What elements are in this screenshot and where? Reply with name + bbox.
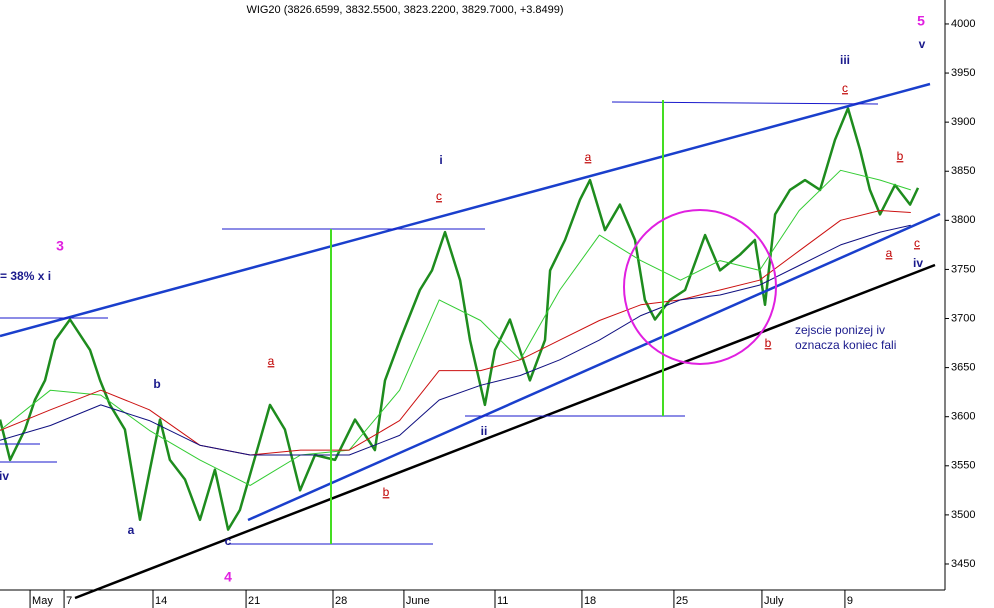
wave-label: i — [439, 153, 442, 167]
moving-average — [0, 210, 911, 456]
wave-label: 4 — [224, 569, 232, 585]
y-tick-label: 3550 — [951, 460, 975, 472]
level-line — [611, 101, 879, 105]
note: zejscie ponizej iv — [795, 323, 885, 337]
lower-channel — [247, 212, 941, 522]
annotation-lines — [0, 82, 941, 600]
wave-label: a — [886, 246, 893, 260]
support-line — [74, 263, 936, 600]
y-tick-label: 3600 — [951, 411, 975, 423]
highlight-circle — [623, 209, 777, 365]
upper-channel — [0, 82, 931, 338]
x-tick-label: July — [764, 595, 784, 607]
note: oznacza koniec fali — [795, 338, 896, 352]
x-tick-label: 11 — [497, 595, 508, 607]
wave-label: a — [128, 523, 135, 537]
wave-label: b — [765, 336, 772, 350]
wave-label: c — [436, 189, 442, 203]
wave-label: ii — [481, 424, 488, 438]
wave-label: b — [897, 149, 904, 163]
wave-label: iv — [913, 256, 923, 270]
wave-label: v — [919, 37, 926, 51]
wave-label: a — [268, 354, 275, 368]
x-tick-label: June — [406, 595, 430, 607]
y-tick-label: 3500 — [951, 509, 975, 521]
price-line — [0, 107, 920, 531]
x-tick-label: 18 — [584, 595, 596, 607]
x-tick-label: May — [32, 595, 53, 607]
y-tick-label: 3450 — [951, 558, 975, 570]
x-tick-label: 14 — [155, 595, 167, 607]
wave-label: iv — [0, 469, 9, 483]
moving-average — [0, 169, 911, 486]
wave-label: 5 — [917, 13, 925, 29]
wave-label: iii — [840, 53, 850, 67]
y-tick-label: 3750 — [951, 263, 975, 275]
wave-label: c — [914, 236, 920, 250]
y-tick-label: 3800 — [951, 214, 975, 226]
wave-label: 3 — [56, 238, 64, 254]
wave-label: b — [383, 485, 390, 499]
wave-label: = 38% x i — [0, 269, 51, 283]
y-tick-label: 3900 — [951, 116, 975, 128]
y-tick-label: 3950 — [951, 67, 975, 79]
chart-title: WIG20 (3826.6599, 3832.5500, 3823.2200, … — [246, 4, 563, 16]
wave-label: a — [585, 150, 592, 164]
y-tick-label: 3850 — [951, 165, 975, 177]
moving-average — [0, 224, 911, 456]
wave-label: c — [842, 81, 848, 95]
x-tick-label: 9 — [847, 595, 853, 607]
x-tick-label: 25 — [676, 595, 688, 607]
x-tick-label: 7 — [66, 595, 72, 607]
wave-label: b — [153, 377, 160, 391]
y-tick-label: 4000 — [951, 18, 975, 30]
wave-labels: 3 = 38% x i iv a b c 4 a b i c ii a iii … — [0, 13, 926, 585]
y-tick-label: 3700 — [951, 312, 975, 324]
y-tick-label: 3650 — [951, 362, 975, 374]
x-tick-label: 28 — [335, 595, 347, 607]
x-tick-label: 21 — [248, 595, 260, 607]
wave-label: c — [225, 534, 232, 548]
plot-area — [0, 107, 920, 531]
